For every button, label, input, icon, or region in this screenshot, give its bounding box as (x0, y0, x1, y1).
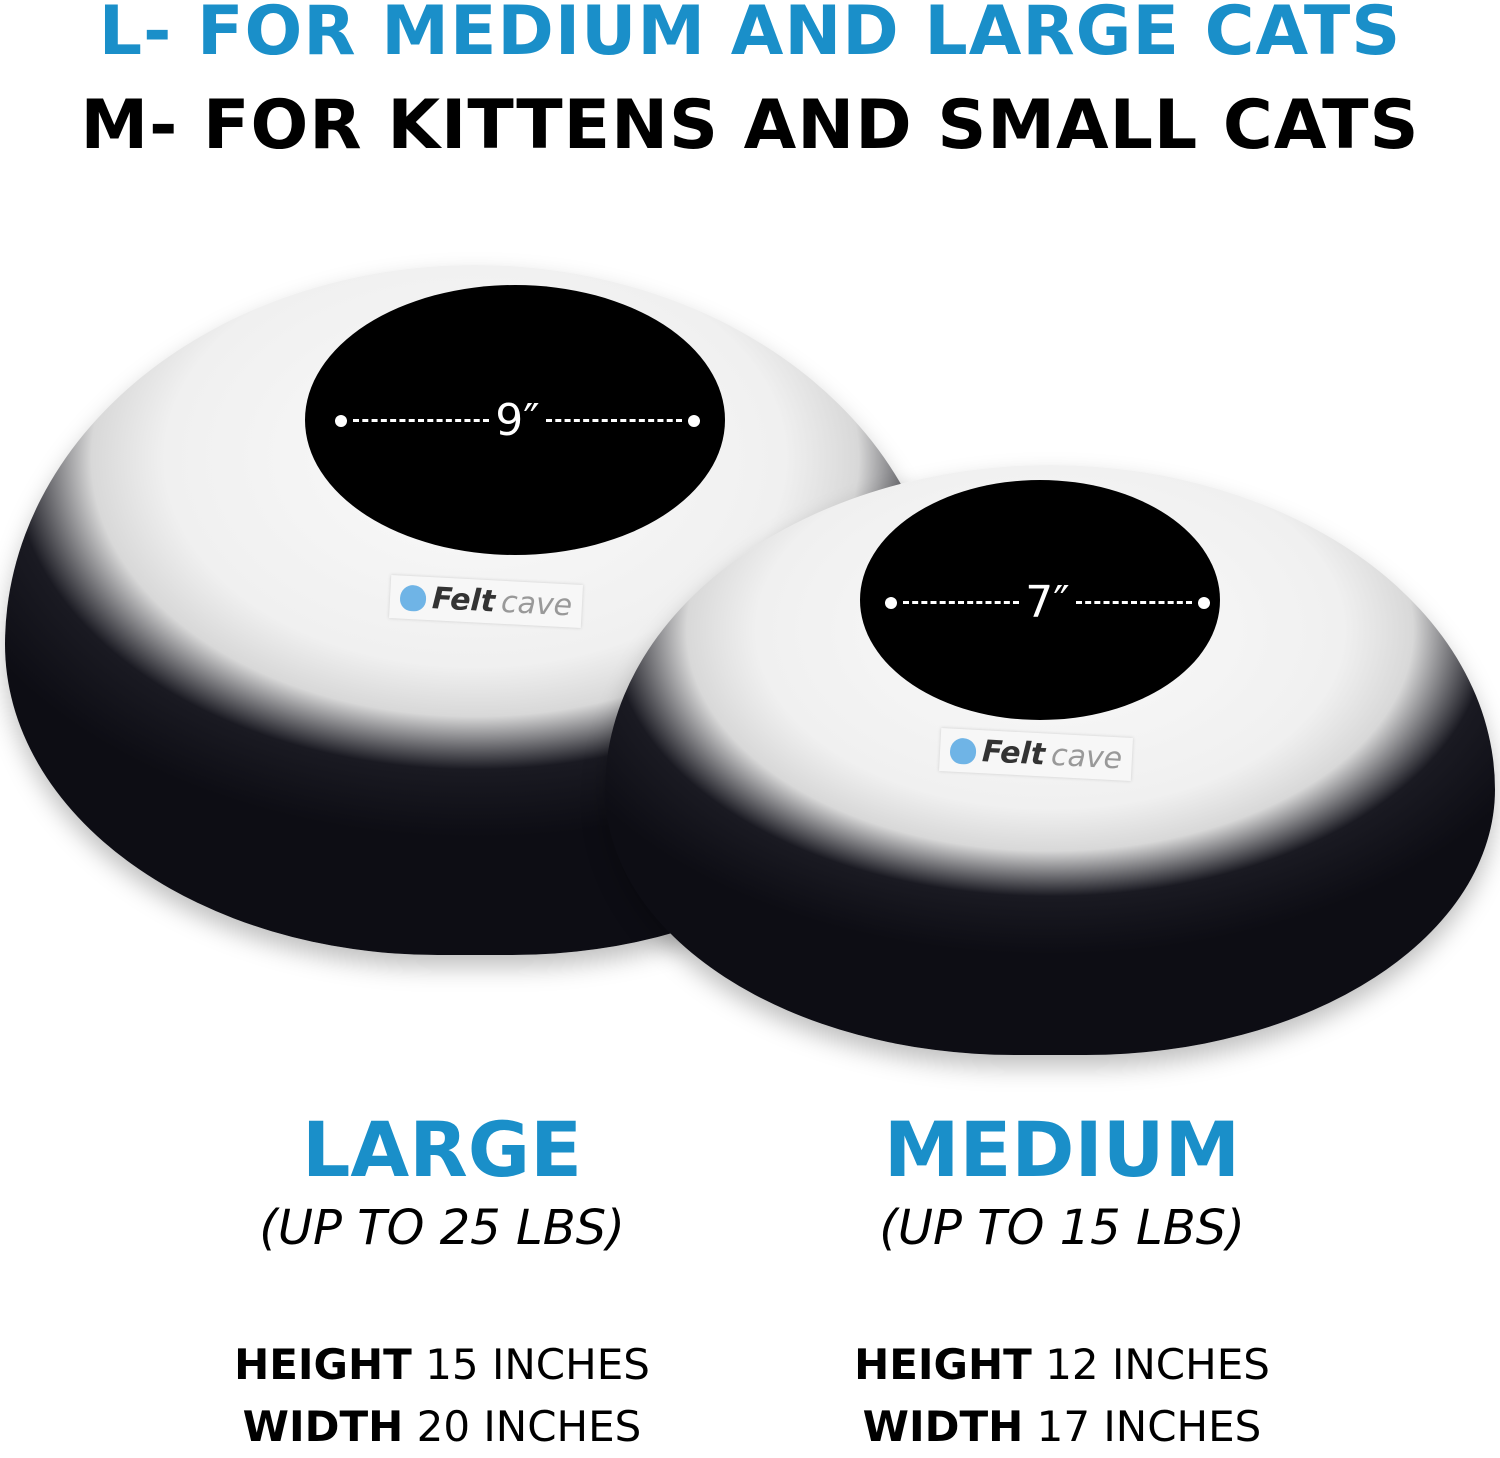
headline-large: L- FOR MEDIUM AND LARGE CATS (98, 0, 1402, 71)
brand-tag: Felt cave (939, 727, 1134, 782)
opening-dimension: 9″ (335, 395, 700, 446)
brand-tag: Felt cave (389, 574, 584, 629)
opening-dimension: 7″ (885, 577, 1210, 628)
height-spec: HEIGHT 12 INCHES (854, 1340, 1270, 1389)
weight-limit: (UP TO 25 LBS) (259, 1200, 625, 1256)
headline-medium: M- FOR KITTENS AND SMALL CATS (80, 86, 1420, 165)
medium-cat-cave-image: 7″ Felt cave (605, 465, 1495, 1055)
cave-opening (860, 480, 1220, 720)
width-spec: WIDTH 20 INCHES (242, 1402, 642, 1451)
medium-size-info: MEDIUM (UP TO 15 LBS) HEIGHT 12 INCHES W… (712, 1112, 1412, 1458)
cat-icon (399, 584, 427, 612)
cat-icon (949, 737, 977, 765)
size-name: MEDIUM (883, 1105, 1241, 1194)
weight-limit: (UP TO 15 LBS) (879, 1200, 1245, 1256)
large-size-info: LARGE (UP TO 25 LBS) HEIGHT 15 INCHES WI… (92, 1112, 792, 1458)
size-name: LARGE (301, 1105, 583, 1194)
width-spec: WIDTH 17 INCHES (862, 1402, 1262, 1451)
height-spec: HEIGHT 15 INCHES (234, 1340, 650, 1389)
